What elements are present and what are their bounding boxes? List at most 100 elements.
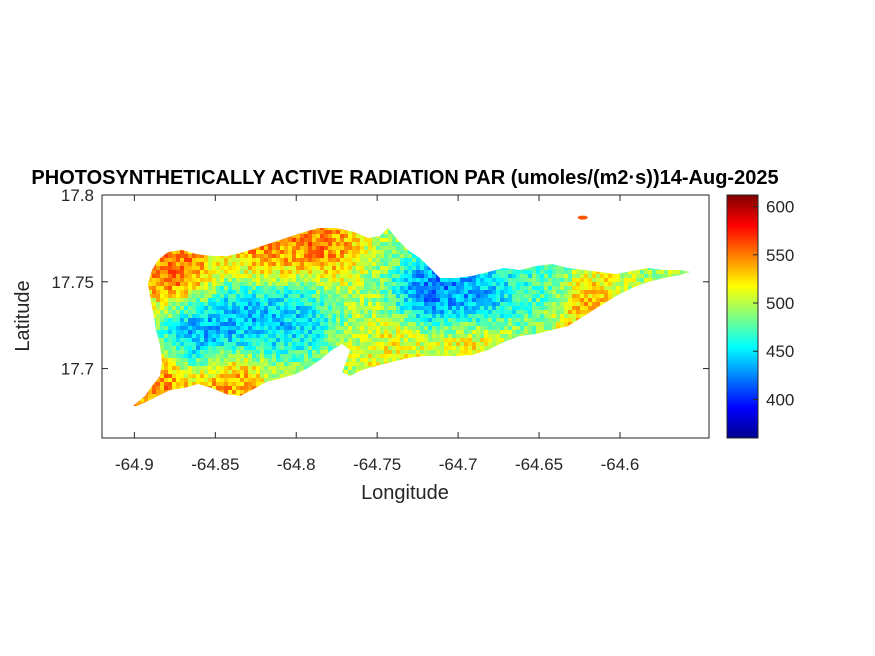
par-cell	[500, 294, 505, 299]
par-cell	[520, 330, 525, 335]
par-cell	[320, 262, 325, 267]
par-cell	[156, 286, 161, 291]
par-cell	[272, 278, 277, 283]
par-cell	[300, 342, 305, 347]
par-cell	[300, 318, 305, 323]
par-cell	[260, 354, 265, 359]
par-cell	[220, 290, 225, 295]
par-cell	[364, 318, 369, 323]
par-cell	[424, 266, 429, 271]
par-cell	[152, 286, 157, 291]
par-cell	[344, 330, 349, 335]
par-cell	[272, 306, 277, 311]
par-cell	[416, 294, 421, 299]
par-cell	[184, 274, 189, 279]
par-cell	[316, 334, 321, 339]
par-cell	[520, 314, 525, 319]
par-cell	[412, 290, 417, 295]
par-cell	[156, 326, 161, 331]
par-cell	[168, 270, 173, 275]
par-cell	[196, 306, 201, 311]
par-cell	[424, 274, 429, 279]
par-cell	[184, 266, 189, 271]
par-cell	[212, 302, 217, 307]
par-cell	[252, 258, 257, 263]
par-cell	[404, 350, 409, 355]
par-cell	[588, 294, 593, 299]
par-cell	[316, 262, 321, 267]
par-cell	[268, 306, 273, 311]
par-cell	[316, 338, 321, 343]
par-cell	[204, 266, 209, 271]
par-cell	[264, 346, 269, 351]
par-cell	[332, 258, 337, 263]
par-cell	[188, 282, 193, 287]
par-cell	[152, 294, 157, 299]
par-cell	[420, 302, 425, 307]
par-cell	[156, 262, 161, 267]
par-cell	[236, 346, 241, 351]
par-cell	[244, 262, 249, 267]
par-cell	[532, 286, 537, 291]
par-cell	[184, 354, 189, 359]
par-cell	[332, 298, 337, 303]
par-cell	[224, 266, 229, 271]
par-cell	[324, 278, 329, 283]
par-cell	[236, 314, 241, 319]
par-cell	[268, 358, 273, 363]
par-cell	[296, 286, 301, 291]
par-cell	[360, 246, 365, 251]
par-cell	[268, 310, 273, 315]
par-cell	[564, 290, 569, 295]
par-cell	[208, 290, 213, 295]
par-cell	[556, 326, 561, 331]
par-cell	[248, 326, 253, 331]
par-cell	[340, 258, 345, 263]
par-cell	[464, 290, 469, 295]
par-cell	[544, 274, 549, 279]
par-cell	[440, 326, 445, 331]
par-cell	[348, 326, 353, 331]
par-cell	[592, 274, 597, 279]
par-cell	[392, 258, 397, 263]
par-cell	[500, 310, 505, 315]
par-cell	[460, 346, 465, 351]
par-cell	[460, 282, 465, 287]
par-cell	[268, 350, 273, 355]
par-cell	[424, 286, 429, 291]
par-cell	[212, 294, 217, 299]
par-cell	[316, 246, 321, 251]
par-cell	[448, 342, 453, 347]
par-cell	[568, 318, 573, 323]
par-cell	[216, 358, 221, 363]
par-cell	[200, 286, 205, 291]
par-cell	[340, 286, 345, 291]
par-cell	[256, 298, 261, 303]
par-cell	[504, 298, 509, 303]
par-cell	[224, 326, 229, 331]
par-cell	[348, 306, 353, 311]
par-cell	[180, 354, 185, 359]
par-cell	[256, 326, 261, 331]
par-cell	[324, 258, 329, 263]
par-cell	[464, 338, 469, 343]
par-cell	[568, 270, 573, 275]
par-cell	[420, 298, 425, 303]
par-cell	[496, 338, 501, 343]
par-cell	[308, 250, 313, 255]
par-cell	[332, 270, 337, 275]
par-cell	[172, 290, 177, 295]
par-cell	[400, 278, 405, 283]
par-cell	[272, 358, 277, 363]
par-cell	[584, 286, 589, 291]
par-cell	[524, 282, 529, 287]
par-cell	[672, 270, 677, 275]
par-cell	[188, 322, 193, 327]
par-cell	[240, 350, 245, 355]
par-cell	[172, 314, 177, 319]
par-cell	[536, 326, 541, 331]
par-cell	[236, 274, 241, 279]
par-cell	[312, 270, 317, 275]
par-cell	[260, 346, 265, 351]
par-cell	[280, 258, 285, 263]
